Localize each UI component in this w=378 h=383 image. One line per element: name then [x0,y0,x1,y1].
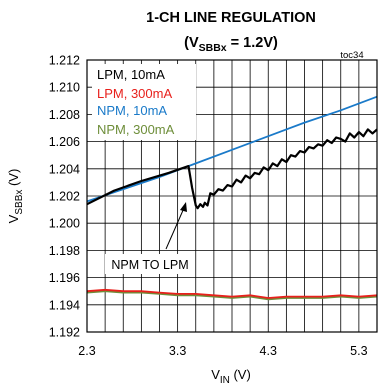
y-tick-label: 1.192 [49,326,80,340]
series-line-npm-10ma [86,95,378,203]
legend-item-lpm-10ma: LPM, 10mA [97,67,165,82]
annotation-label: NPM TO LPM [111,258,188,272]
y-tick-label: 1.198 [49,244,80,258]
y-tick-label: 1.210 [49,81,80,95]
x-axis-label: VIN (V) [211,367,251,383]
series-line-lpm-300ma [86,288,378,299]
series-line-lpm-10ma [86,128,378,210]
y-tick-label: 1.196 [49,271,80,285]
y-tick-label: 1.204 [49,162,80,176]
y-tick-label: 1.202 [49,190,80,204]
tick-labels: 2.3 3.3 4.3 5.3 1.192 1.194 1.196 1.198 1.200 1.2… [49,54,368,359]
annotation-arrow-line [165,207,185,250]
figure-tag: toc34 [340,50,363,61]
legend-item-npm-10ma: NPM, 10mA [97,103,167,118]
legend-item-lpm-300ma: LPM, 300mA [97,86,172,101]
series-lines [86,95,378,301]
y-tick-label: 1.206 [49,135,80,149]
legend-item-npm-300ma: NPM, 300mA [97,122,175,137]
chart-subtitle: (VSBBx = 1.2V) [184,35,278,54]
x-tick-label: 5.3 [350,344,367,358]
x-tick-label: 3.3 [169,344,186,358]
y-tick-label: 1.212 [49,54,80,68]
x-tick-label: 2.3 [78,344,95,358]
legend: LPM, 10mA LPM, 300mA NPM, 10mA NPM, 300m… [92,64,196,140]
chart-title: 1-CH LINE REGULATION [146,10,316,26]
plot-frame [86,59,378,333]
annotation-arrow-head [180,202,187,212]
y-tick-label: 1.208 [49,108,80,122]
y-tick-label: 1.194 [49,298,80,312]
y-tick-label: 1.200 [49,217,80,231]
series-line-npm-300ma [86,290,378,301]
annotation: NPM TO LPM [105,202,193,274]
x-tick-label: 4.3 [260,344,277,358]
y-axis-label: VSBBx (V) [6,169,25,224]
